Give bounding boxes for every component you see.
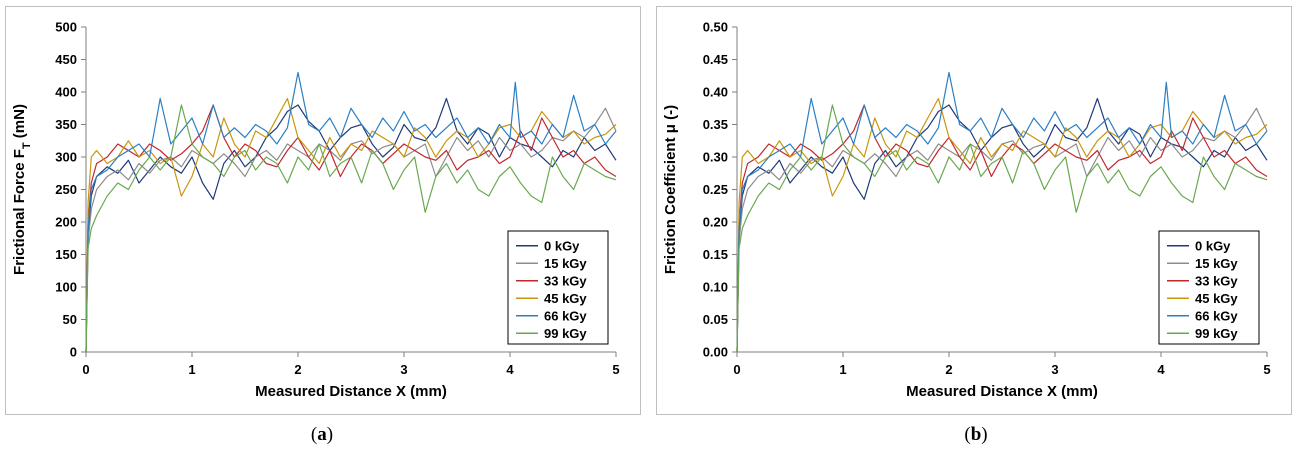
y-tick-label: 400 <box>55 85 77 100</box>
friction-coefficient-chart: 0.00 0.05 0.10 0.15 0.20 0.25 0.30 0.35 0.40 0.45… <box>662 20 1271 401</box>
x-tick-label: 0 <box>82 362 89 377</box>
y-tick-label: 450 <box>55 52 77 67</box>
frictional-force-chart: 0 50 100 150 200 250 300 350 400 450 500 0 1 2 3 4 5 Meas… <box>11 20 620 401</box>
y-tick-label: 250 <box>55 182 77 197</box>
chart-panel-a: 0 50 100 150 200 250 300 350 400 450 500 0 1 2 3 4 5 Meas… <box>5 6 641 415</box>
x-tick-label: 3 <box>400 362 407 377</box>
series-line-15-kgy <box>85 107 617 353</box>
y-tick-label: 0 <box>70 345 77 360</box>
x-tick-label: 4 <box>506 362 514 377</box>
panel-caption-b: (b) <box>964 424 988 445</box>
legend-label: 0 kGy <box>544 238 580 253</box>
y-tick-label: 0.35 <box>703 117 728 132</box>
y-axis-title-unit: (mN) <box>11 104 28 142</box>
panel-label-b: b <box>970 424 982 445</box>
x-tick-label: 2 <box>945 362 952 377</box>
series-line-33-kgy <box>85 104 617 353</box>
x-tick-label: 0 <box>733 362 740 377</box>
legend-label: 45 kGy <box>1195 291 1238 306</box>
panel-label-a: a <box>317 424 327 445</box>
legend-label: 99 kGy <box>1195 326 1238 341</box>
y-tick-label: 0.00 <box>703 345 728 360</box>
legend-box <box>507 230 609 345</box>
y-tick-label: 0.10 <box>703 280 728 295</box>
x-tick-label: 1 <box>188 362 195 377</box>
y-tick-label: 0.20 <box>703 215 728 230</box>
y-tick-label: 0.25 <box>703 182 728 197</box>
x-tick-label: 5 <box>612 362 619 377</box>
y-tick-label: 500 <box>55 20 77 35</box>
y-tick-label: 150 <box>55 247 77 262</box>
y-tick-label: 0.05 <box>703 312 728 327</box>
legend-box <box>1158 230 1260 345</box>
y-tick-label: 0.40 <box>703 85 728 100</box>
legend-label: 15 kGy <box>544 256 587 271</box>
series-line-99-kgy <box>736 104 1268 353</box>
x-tick-label: 3 <box>1051 362 1058 377</box>
y-tick-label: 200 <box>55 215 77 230</box>
y-tick-label: 50 <box>63 312 77 327</box>
y-axis-title: Frictional Force FT (mN) <box>11 104 33 275</box>
y-tick-label: 350 <box>55 117 77 132</box>
y-axis-title-subscript: T <box>21 142 33 149</box>
series-line-66-kgy <box>85 71 617 353</box>
legend-label: 45 kGy <box>544 291 587 306</box>
chart-panel-b: 0.00 0.05 0.10 0.15 0.20 0.25 0.30 0.35 0.40 0.45… <box>656 6 1292 415</box>
y-axis-title-main: Frictional Force F <box>11 149 28 275</box>
y-tick-label: 0.15 <box>703 247 728 262</box>
x-tick-label: 1 <box>839 362 846 377</box>
panel-caption-a: (a) <box>310 424 334 445</box>
series-line-33-kgy <box>736 104 1268 353</box>
x-tick-label: 2 <box>294 362 301 377</box>
y-axis-title-main: Friction Coefficient μ (-) <box>662 105 679 274</box>
x-tick-label: 4 <box>1157 362 1165 377</box>
series-line-66-kgy <box>736 71 1268 353</box>
legend-label: 15 kGy <box>1195 256 1238 271</box>
legend-label: 66 kGy <box>1195 308 1238 323</box>
legend-label: 33 kGy <box>544 273 587 288</box>
series-line-99-kgy <box>85 104 617 353</box>
legend-label: 66 kGy <box>544 308 587 323</box>
x-tick-label: 5 <box>1263 362 1270 377</box>
y-tick-label: 300 <box>55 150 77 165</box>
legend-label: 0 kGy <box>1195 238 1231 253</box>
legend-label: 33 kGy <box>1195 273 1238 288</box>
legend-label: 99 kGy <box>544 326 587 341</box>
y-tick-label: 100 <box>55 280 77 295</box>
y-tick-label: 0.45 <box>703 52 728 67</box>
y-axis-title: Friction Coefficient μ (-) <box>662 105 679 274</box>
series-line-15-kgy <box>736 107 1268 353</box>
x-axis-title: Measured Distance X (mm) <box>255 383 447 400</box>
y-tick-label: 0.30 <box>703 150 728 165</box>
y-tick-label: 0.50 <box>703 20 728 35</box>
x-axis-title: Measured Distance X (mm) <box>906 383 1098 400</box>
